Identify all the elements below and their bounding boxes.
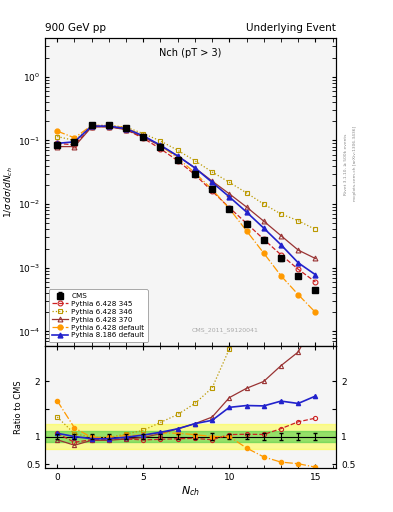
Y-axis label: $1/\sigma\,d\sigma/dN_{ch}$: $1/\sigma\,d\sigma/dN_{ch}$: [3, 166, 15, 218]
Pythia 6.428 370: [227, 191, 232, 197]
Pythia 6.428 346: [175, 147, 180, 154]
Pythia 6.428 370: [261, 218, 266, 224]
Pythia 6.428 346: [227, 179, 232, 185]
Pythia 6.428 370: [124, 126, 129, 133]
Pythia 8.186 default: [175, 153, 180, 159]
Pythia 6.428 370: [313, 255, 318, 262]
Pythia 6.428 345: [89, 123, 94, 130]
Pythia 6.428 default: [210, 186, 215, 193]
Pythia 6.428 370: [244, 204, 249, 210]
Pythia 6.428 345: [244, 220, 249, 226]
Pythia 6.428 346: [261, 201, 266, 207]
Text: mcplots.cern.ch [arXiv:1306.3436]: mcplots.cern.ch [arXiv:1306.3436]: [353, 126, 357, 201]
Pythia 6.428 default: [141, 133, 146, 139]
Pythia 6.428 default: [313, 309, 318, 315]
Line: Pythia 6.428 default: Pythia 6.428 default: [55, 123, 318, 315]
Pythia 6.428 345: [279, 252, 283, 258]
Line: Pythia 6.428 346: Pythia 6.428 346: [55, 123, 318, 232]
Pythia 6.428 370: [89, 124, 94, 130]
Text: Rivet 3.1.10, ≥ 500k events: Rivet 3.1.10, ≥ 500k events: [344, 133, 348, 195]
Pythia 8.186 default: [158, 142, 163, 148]
Pythia 6.428 default: [193, 170, 197, 176]
Line: Pythia 6.428 370: Pythia 6.428 370: [55, 124, 318, 261]
Pythia 6.428 default: [175, 155, 180, 161]
Pythia 8.186 default: [193, 165, 197, 171]
Pythia 6.428 346: [89, 122, 94, 129]
Bar: [45, 431, 336, 442]
Pythia 8.186 default: [313, 271, 318, 278]
Pythia 6.428 370: [279, 232, 283, 239]
Text: CMS_2011_S9120041: CMS_2011_S9120041: [192, 328, 259, 333]
Pythia 6.428 345: [313, 279, 318, 285]
Pythia 6.428 default: [261, 250, 266, 256]
Pythia 6.428 345: [55, 140, 60, 146]
Pythia 8.186 default: [210, 179, 215, 185]
Pythia 6.428 345: [175, 158, 180, 164]
Pythia 8.186 default: [55, 140, 60, 146]
Pythia 8.186 default: [279, 242, 283, 248]
Pythia 6.428 346: [72, 137, 77, 143]
Pythia 6.428 346: [124, 124, 129, 130]
Pythia 8.186 default: [89, 123, 94, 129]
Pythia 8.186 default: [72, 139, 77, 145]
Pythia 6.428 346: [244, 190, 249, 196]
Pythia 6.428 345: [261, 236, 266, 242]
Pythia 6.428 default: [107, 122, 111, 129]
Text: Underlying Event: Underlying Event: [246, 23, 336, 33]
Pythia 8.186 default: [107, 123, 111, 129]
Pythia 6.428 346: [279, 211, 283, 217]
Bar: [45, 424, 336, 449]
Pythia 6.428 345: [193, 172, 197, 178]
Pythia 6.428 370: [175, 153, 180, 159]
Pythia 6.428 345: [72, 142, 77, 148]
Pythia 6.428 default: [158, 142, 163, 148]
Pythia 6.428 default: [296, 291, 301, 297]
Pythia 6.428 370: [55, 143, 60, 150]
Pythia 6.428 370: [210, 178, 215, 184]
Pythia 6.428 346: [141, 131, 146, 137]
Pythia 6.428 default: [279, 273, 283, 279]
Pythia 6.428 default: [72, 135, 77, 141]
Pythia 6.428 370: [141, 134, 146, 140]
Pythia 8.186 default: [227, 194, 232, 200]
Pythia 6.428 default: [244, 228, 249, 234]
Pythia 6.428 345: [124, 126, 129, 133]
Pythia 6.428 346: [313, 226, 318, 232]
Line: Pythia 6.428 345: Pythia 6.428 345: [55, 124, 318, 284]
Pythia 6.428 346: [296, 218, 301, 224]
Line: Pythia 8.186 default: Pythia 8.186 default: [55, 123, 318, 277]
Text: 900 GeV pp: 900 GeV pp: [45, 23, 106, 33]
Pythia 6.428 370: [193, 165, 197, 171]
Text: Nch (pT > 3): Nch (pT > 3): [160, 48, 222, 58]
Pythia 6.428 346: [107, 122, 111, 129]
Pythia 6.428 370: [72, 143, 77, 150]
Pythia 8.186 default: [244, 209, 249, 215]
Pythia 6.428 345: [227, 205, 232, 211]
Pythia 6.428 346: [210, 169, 215, 175]
Pythia 6.428 default: [124, 125, 129, 131]
Pythia 6.428 370: [158, 143, 163, 149]
Pythia 6.428 345: [296, 266, 301, 272]
Pythia 6.428 345: [158, 146, 163, 152]
X-axis label: $N_{ch}$: $N_{ch}$: [181, 484, 200, 498]
Pythia 6.428 default: [227, 205, 232, 211]
Pythia 6.428 default: [89, 122, 94, 129]
Pythia 6.428 346: [193, 158, 197, 164]
Pythia 8.186 default: [261, 225, 266, 231]
Pythia 6.428 345: [141, 135, 146, 141]
Pythia 8.186 default: [141, 133, 146, 139]
Pythia 6.428 346: [55, 134, 60, 140]
Pythia 6.428 default: [55, 128, 60, 134]
Pythia 6.428 345: [107, 123, 111, 130]
Y-axis label: Ratio to CMS: Ratio to CMS: [14, 380, 23, 434]
Pythia 8.186 default: [296, 260, 301, 266]
Pythia 6.428 346: [158, 138, 163, 144]
Pythia 6.428 370: [107, 124, 111, 130]
Pythia 6.428 345: [210, 188, 215, 194]
Legend: CMS, Pythia 6.428 345, Pythia 6.428 346, Pythia 6.428 370, Pythia 6.428 default,: CMS, Pythia 6.428 345, Pythia 6.428 346,…: [49, 289, 148, 342]
Pythia 8.186 default: [124, 125, 129, 132]
Pythia 6.428 370: [296, 247, 301, 253]
